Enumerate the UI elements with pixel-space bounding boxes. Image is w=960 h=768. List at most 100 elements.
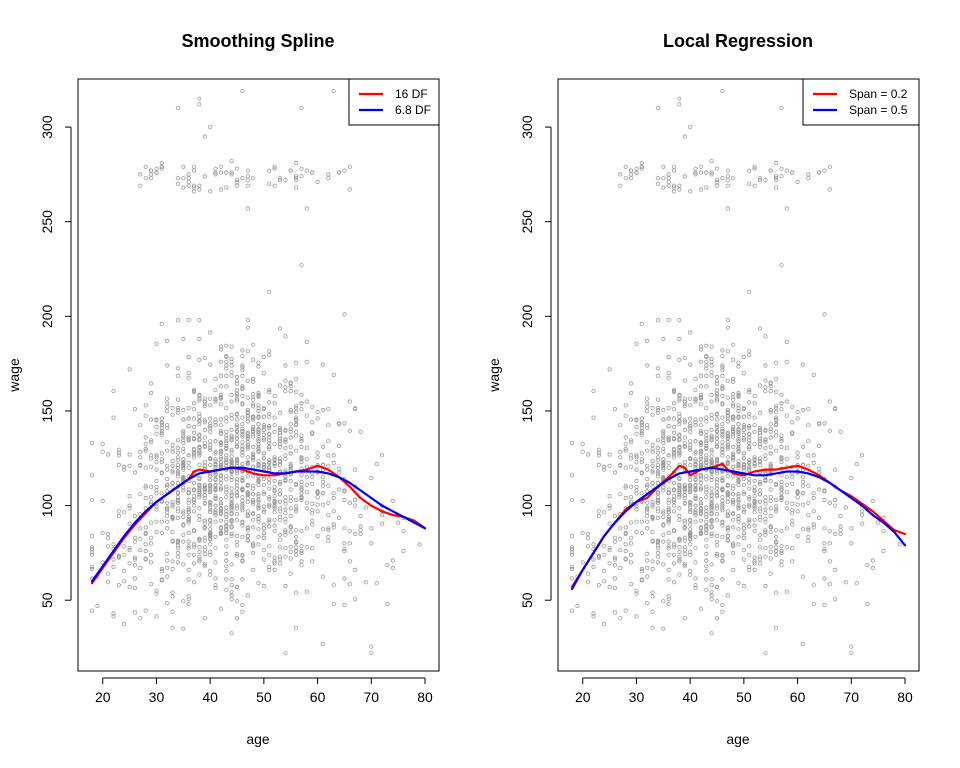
scatter-point (779, 166, 784, 171)
scatter-point (779, 548, 784, 554)
scatter-point (224, 429, 229, 434)
scatter-point (149, 176, 154, 181)
scatter-point (607, 506, 612, 511)
scatter-point (379, 453, 385, 458)
scatter-point (752, 461, 757, 467)
scatter-point (191, 452, 197, 457)
scatter-point (768, 498, 773, 503)
scatter-point (618, 565, 623, 571)
scatter-point (666, 423, 671, 429)
scatter-point (730, 404, 736, 409)
scatter-point (208, 330, 213, 335)
scatter-point (106, 580, 111, 585)
scatter-point (773, 417, 779, 422)
scatter-point (326, 453, 331, 458)
scatter-point (671, 452, 677, 457)
scatter-point (186, 435, 191, 440)
scatter-point (293, 548, 299, 554)
scatter-point (283, 378, 288, 383)
scatter-point (240, 498, 245, 503)
scatter-point (224, 530, 229, 536)
scatter-point (650, 502, 655, 507)
scatter-point (800, 502, 806, 507)
scatter-point (833, 497, 838, 502)
y-axis-label: wage (486, 358, 502, 393)
scatter-point (213, 585, 218, 591)
scatter-point (720, 609, 725, 614)
scatter-point (714, 471, 720, 476)
scatter-point (122, 464, 127, 469)
scatter-point (741, 490, 747, 495)
scatter-point (326, 176, 331, 181)
scatter-point (811, 522, 816, 527)
scatter-point (688, 530, 693, 536)
scatter-point (709, 511, 714, 516)
scatter-point (822, 421, 827, 426)
scatter-point (763, 178, 768, 183)
scatter-point (773, 507, 779, 512)
scatter-point (661, 449, 666, 454)
scatter-point (752, 478, 757, 484)
scatter-point (261, 462, 266, 467)
scatter-point (277, 383, 283, 388)
scatter-point (234, 584, 240, 590)
scatter-point (213, 458, 218, 464)
scatter-point (149, 172, 154, 177)
scatter-point (331, 525, 336, 530)
scatter-point (202, 378, 207, 383)
scatter-point (768, 463, 773, 468)
scatter-point (623, 446, 628, 451)
scatter-point (197, 487, 202, 492)
scatter-point (623, 176, 628, 181)
scatter-point (261, 530, 266, 536)
scatter-point (639, 519, 644, 524)
scatter-point (752, 441, 757, 447)
scatter-point (661, 626, 666, 631)
scatter-point (763, 334, 768, 339)
scatter-point (159, 416, 164, 421)
scatter-point (283, 511, 288, 516)
scatter-point (607, 367, 612, 372)
scatter-point (677, 419, 682, 424)
scatter-point (240, 461, 245, 467)
scatter-point (816, 487, 822, 492)
scatter-point (736, 527, 741, 532)
scatter-point (218, 451, 223, 456)
scatter-point (682, 418, 687, 423)
legend-label: 16 DF (395, 87, 428, 101)
scatter-point (234, 396, 240, 401)
scatter-point (682, 545, 687, 550)
scatter-point (326, 406, 331, 412)
scatter-point (725, 537, 730, 542)
scatter-point (165, 484, 170, 489)
scatter-point (730, 426, 736, 431)
scatter-point (618, 526, 623, 531)
scatter-point (628, 172, 634, 177)
scatter-point (347, 541, 352, 546)
scatter-point (784, 206, 789, 211)
scatter-point (661, 532, 666, 538)
scatter-point (234, 517, 240, 522)
scatter-point (784, 482, 789, 487)
scatter-point (779, 482, 784, 487)
scatter-point (165, 565, 170, 571)
scatter-point (251, 492, 256, 497)
scatter-point (677, 572, 682, 577)
scatter-point (106, 531, 111, 537)
scatter-point (682, 420, 687, 425)
scatter-point (331, 460, 336, 466)
scatter-point (677, 483, 682, 488)
scatter-point (277, 561, 283, 566)
scatter-point (267, 544, 272, 549)
scatter-point (752, 429, 757, 434)
scatter-point (602, 510, 607, 515)
scatter-point (714, 517, 720, 522)
scatter-point (154, 418, 159, 423)
scatter-point (757, 425, 763, 431)
scatter-point (175, 465, 180, 470)
scatter-point (865, 563, 870, 568)
scatter-point (628, 484, 634, 489)
scatter-point (747, 432, 752, 437)
scatter-point (116, 582, 122, 588)
scatter-point (720, 89, 725, 94)
